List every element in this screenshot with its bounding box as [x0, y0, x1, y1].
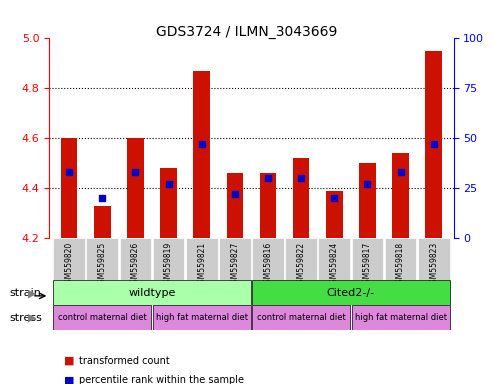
Text: ▶: ▶ [28, 289, 36, 299]
Text: transformed count: transformed count [79, 356, 170, 366]
Text: ▶: ▶ [28, 313, 36, 323]
Text: high fat maternal diet: high fat maternal diet [354, 313, 447, 322]
FancyBboxPatch shape [352, 238, 384, 280]
FancyBboxPatch shape [285, 238, 317, 280]
FancyBboxPatch shape [352, 305, 450, 330]
FancyBboxPatch shape [252, 280, 450, 305]
Bar [160, 168, 177, 238]
Text: GSM559821: GSM559821 [197, 242, 206, 288]
Text: GSM559827: GSM559827 [230, 242, 240, 288]
FancyBboxPatch shape [252, 238, 284, 280]
Text: stress: stress [10, 313, 43, 323]
Text: GDS3724 / ILMN_3043669: GDS3724 / ILMN_3043669 [156, 25, 337, 39]
Bar [193, 71, 210, 238]
FancyBboxPatch shape [119, 238, 151, 280]
Text: wildtype: wildtype [128, 288, 176, 298]
FancyBboxPatch shape [418, 238, 450, 280]
Text: GSM559824: GSM559824 [330, 242, 339, 288]
FancyBboxPatch shape [153, 238, 184, 280]
Text: control maternal diet: control maternal diet [58, 313, 147, 322]
Text: high fat maternal diet: high fat maternal diet [156, 313, 247, 322]
Text: ■: ■ [64, 375, 74, 384]
Bar [260, 173, 276, 238]
Bar [359, 163, 376, 238]
FancyBboxPatch shape [53, 238, 85, 280]
Text: GSM559818: GSM559818 [396, 242, 405, 288]
FancyBboxPatch shape [219, 238, 251, 280]
Bar [392, 153, 409, 238]
Bar [61, 138, 77, 238]
FancyBboxPatch shape [318, 238, 350, 280]
Text: GSM559819: GSM559819 [164, 242, 173, 288]
Text: strain: strain [10, 288, 42, 298]
Text: GSM559816: GSM559816 [263, 242, 273, 288]
Bar [293, 158, 310, 238]
FancyBboxPatch shape [385, 238, 417, 280]
Text: GSM559825: GSM559825 [98, 242, 107, 288]
FancyBboxPatch shape [252, 305, 350, 330]
Text: Cited2-/-: Cited2-/- [327, 288, 375, 298]
FancyBboxPatch shape [186, 238, 217, 280]
Text: GSM559823: GSM559823 [429, 242, 438, 288]
Bar [94, 205, 110, 238]
Text: control maternal diet: control maternal diet [257, 313, 346, 322]
Bar [227, 173, 243, 238]
FancyBboxPatch shape [153, 305, 251, 330]
Bar [425, 51, 442, 238]
Text: GSM559822: GSM559822 [297, 242, 306, 288]
FancyBboxPatch shape [53, 305, 151, 330]
Bar [127, 138, 144, 238]
Bar [326, 191, 343, 238]
FancyBboxPatch shape [86, 238, 118, 280]
Text: percentile rank within the sample: percentile rank within the sample [79, 375, 244, 384]
Text: GSM559817: GSM559817 [363, 242, 372, 288]
FancyBboxPatch shape [53, 280, 251, 305]
Text: ■: ■ [64, 356, 74, 366]
Text: GSM559820: GSM559820 [65, 242, 73, 288]
Text: GSM559826: GSM559826 [131, 242, 140, 288]
